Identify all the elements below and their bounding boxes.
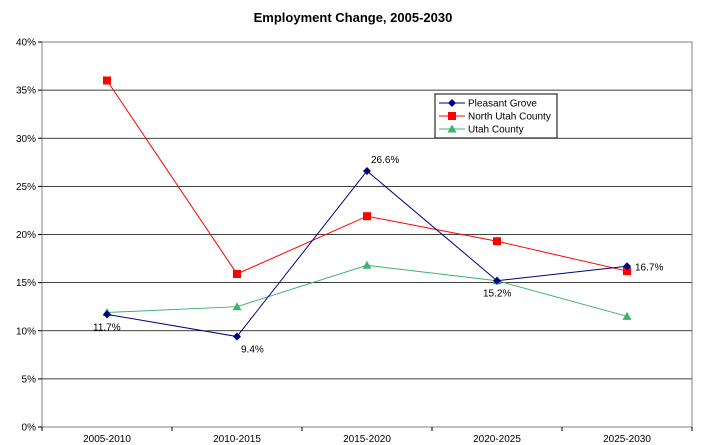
data-point — [493, 276, 501, 285]
gridlines — [42, 89, 692, 380]
x-tick-label: 2015-2020 — [343, 434, 391, 445]
data-point — [623, 262, 631, 271]
series-pleasant-grove — [103, 166, 631, 341]
data-point — [623, 267, 631, 276]
legend-entry: North Utah County — [439, 112, 551, 123]
legend-entry: Utah County — [439, 124, 524, 136]
data-label: 26.6% — [371, 155, 399, 166]
y-axis: 0% 5% 10% 15% 20% 25% 30% 35% 40% — [16, 38, 42, 434]
data-point — [103, 76, 111, 85]
chart-title: Employment Change, 2005-2030 — [254, 10, 453, 25]
legend-marker — [448, 99, 456, 107]
y-tick-label: 40% — [16, 38, 36, 49]
y-tick-label: 10% — [16, 326, 36, 337]
y-tick-label: 15% — [16, 278, 36, 289]
data-labels: 11.7% 9.4% 26.6% 15.2% 16.7% — [93, 155, 663, 356]
y-tick-label: 25% — [16, 182, 36, 193]
x-tick-label: 2005-2010 — [83, 434, 131, 445]
series-line — [106, 264, 628, 317]
data-point — [103, 310, 111, 319]
data-point — [493, 237, 501, 246]
data-point — [232, 302, 242, 311]
data-label: 9.4% — [241, 345, 264, 356]
legend-label: North Utah County — [468, 112, 551, 123]
series-lines — [102, 76, 632, 341]
data-label: 11.7% — [93, 322, 121, 333]
legend-label: Utah County — [468, 125, 524, 136]
legend-marker — [447, 124, 457, 133]
x-tick-label: 2025-2030 — [603, 434, 651, 445]
legend: Pleasant Grove North Utah County Utah Coun… — [434, 93, 558, 139]
data-point — [233, 269, 241, 278]
data-point — [363, 212, 371, 221]
y-tick-label: 0% — [22, 423, 37, 434]
data-point — [362, 260, 372, 269]
series-utah-county — [102, 260, 632, 320]
legend-entry: Pleasant Grove — [439, 99, 537, 110]
y-tick-label: 20% — [16, 230, 36, 241]
data-point — [363, 166, 371, 175]
y-tick-label: 35% — [16, 86, 36, 97]
legend-marker — [448, 112, 456, 120]
data-label: 15.2% — [483, 289, 511, 300]
data-point — [622, 311, 632, 320]
x-axis: 2005-2010 2010-2015 2015-2020 2020-2025 2025… — [41, 427, 693, 445]
y-tick-label: 5% — [22, 374, 37, 385]
y-tick-label: 30% — [16, 134, 36, 145]
legend-label: Pleasant Grove — [468, 99, 537, 110]
data-point — [233, 332, 241, 341]
x-tick-label: 2010-2015 — [213, 434, 261, 445]
series-north-utah-county — [103, 76, 631, 278]
data-label: 16.7% — [635, 262, 663, 273]
x-tick-label: 2020-2025 — [473, 434, 521, 445]
